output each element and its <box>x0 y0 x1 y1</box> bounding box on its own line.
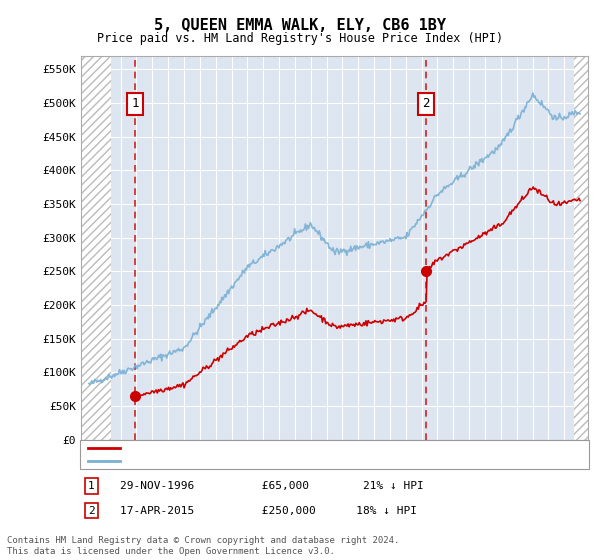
Text: 1: 1 <box>88 481 95 491</box>
Text: 2: 2 <box>88 506 95 516</box>
Text: 29-NOV-1996          £65,000        21% ↓ HPI: 29-NOV-1996 £65,000 21% ↓ HPI <box>120 481 424 491</box>
Text: 5, QUEEN EMMA WALK, ELY, CB6 1BY: 5, QUEEN EMMA WALK, ELY, CB6 1BY <box>154 18 446 33</box>
Text: Contains HM Land Registry data © Crown copyright and database right 2024.
This d: Contains HM Land Registry data © Crown c… <box>7 536 400 556</box>
Text: 2: 2 <box>422 97 430 110</box>
Text: 1: 1 <box>131 97 139 110</box>
Bar <box>81 56 111 440</box>
Text: HPI: Average price, detached house, East Cambridgeshire: HPI: Average price, detached house, East… <box>126 456 470 466</box>
Bar <box>574 56 588 440</box>
Text: 17-APR-2015          £250,000      18% ↓ HPI: 17-APR-2015 £250,000 18% ↓ HPI <box>120 506 417 516</box>
Text: 5, QUEEN EMMA WALK, ELY, CB6 1BY (detached house): 5, QUEEN EMMA WALK, ELY, CB6 1BY (detach… <box>126 443 432 453</box>
Text: Price paid vs. HM Land Registry's House Price Index (HPI): Price paid vs. HM Land Registry's House … <box>97 32 503 45</box>
